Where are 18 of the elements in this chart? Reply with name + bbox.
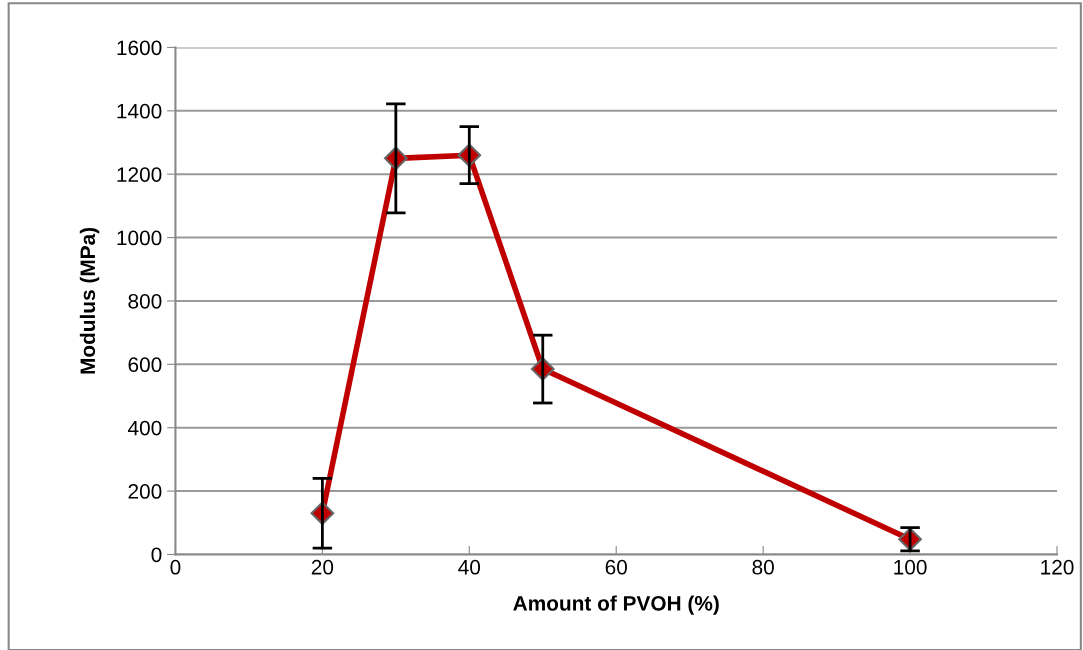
- y-tick-label: 400: [127, 420, 162, 436]
- y-tick-label: 200: [128, 484, 162, 499]
- y-axis-title: Modulus (MPa): [79, 227, 100, 374]
- x-tick-label: 120: [1041, 559, 1074, 575]
- y-tick-label: 600: [128, 357, 162, 373]
- x-tick-label: 60: [605, 559, 627, 575]
- y-tick-label: 1600: [117, 40, 162, 56]
- y-tick-label: 1200: [117, 167, 162, 182]
- x-tick-label: 80: [752, 559, 774, 575]
- x-tick-label: 20: [311, 559, 334, 575]
- y-tick-label: 800: [128, 293, 162, 309]
- x-axis-title: Amount of PVOH (%): [513, 595, 719, 615]
- y-tick-label: 1000: [117, 230, 162, 246]
- x-tick-label: 40: [458, 559, 481, 575]
- x-tick-label: 100: [894, 559, 927, 575]
- x-tick-label: 0: [170, 559, 181, 575]
- y-tick-label: 1400: [117, 103, 162, 119]
- y-tick-label: 0: [151, 547, 162, 563]
